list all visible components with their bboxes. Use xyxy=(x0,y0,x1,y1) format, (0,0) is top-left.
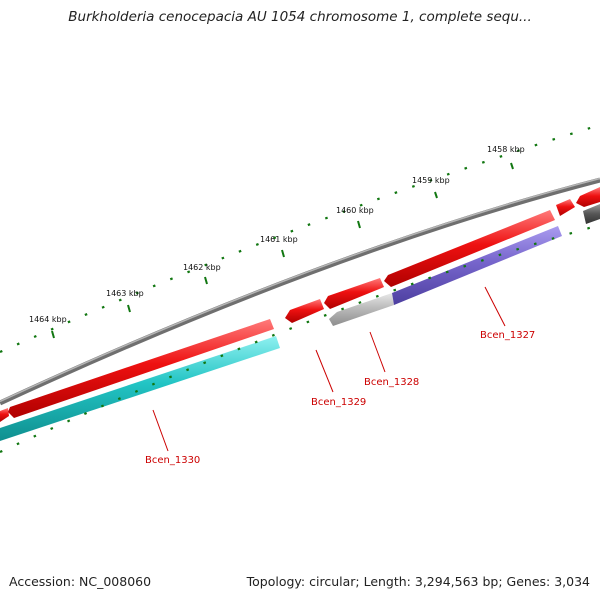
backbone xyxy=(0,177,600,406)
kbp-label-1463: 1463 kbp xyxy=(106,289,144,298)
kbp-label-1461: 1461 kbp xyxy=(260,235,298,244)
gene-label-bcen-1327[interactable]: Bcen_1327 xyxy=(480,330,535,341)
forward-strand-genes xyxy=(0,187,600,422)
gene-arrow-right-dark xyxy=(583,204,600,224)
gene-arrow-left-edge xyxy=(0,408,9,422)
gene-arrow-bcen-1331 xyxy=(8,319,274,418)
kbp-label-1464: 1464 kbp xyxy=(29,315,67,324)
gene-labels: Bcen_1327 Bcen_1328 Bcen_1329 Bcen_1330 xyxy=(145,330,535,466)
kbp-label-1462: 1462 kbp xyxy=(183,263,221,272)
kbp-label-1459: 1459 kbp xyxy=(412,176,450,185)
gene-arrow-bcen-1328-fwd xyxy=(324,278,384,309)
gene-arrow-small xyxy=(556,199,575,216)
kbp-label-1460: 1460 kbp xyxy=(336,206,374,215)
gene-arrow-bcen-1328 xyxy=(329,293,394,326)
gene-label-bcen-1328[interactable]: Bcen_1328 xyxy=(364,377,419,388)
gene-label-leaders xyxy=(152,286,506,452)
inner-strand-genes xyxy=(0,226,562,441)
kbp-label-1458: 1458 kbp xyxy=(487,145,525,154)
map-title: Burkholderia cenocepacia AU 1054 chromos… xyxy=(68,9,532,25)
outer-tick-ruler xyxy=(0,123,600,354)
gene-arrow-bcen-1329 xyxy=(285,299,324,323)
gene-arrow-right-edge xyxy=(576,187,600,207)
gene-arrow-bcen-1327 xyxy=(392,226,562,305)
gene-label-bcen-1329[interactable]: Bcen_1329 xyxy=(311,397,366,408)
kbp-labels: 1458 kbp 1459 kbp 1460 kbp 1461 kbp 1462… xyxy=(29,145,525,339)
gene-arrow-bcen-1327-fwd xyxy=(384,210,555,287)
topology-text: Topology: circular; Length: 3,294,563 bp… xyxy=(246,574,590,589)
gene-arrow-bcen-1330 xyxy=(0,336,280,441)
gene-label-bcen-1330[interactable]: Bcen_1330 xyxy=(145,455,200,466)
accession-text: Accession: NC_008060 xyxy=(9,574,152,589)
